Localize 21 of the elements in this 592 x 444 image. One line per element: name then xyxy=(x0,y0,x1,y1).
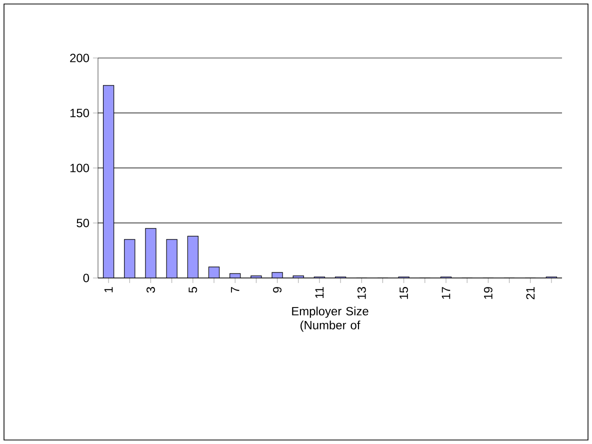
y-tick-label: 150 xyxy=(70,108,90,118)
y-tick-label: 50 xyxy=(76,218,90,228)
x-tick-label: 15 xyxy=(400,287,408,299)
x-axis-title: Employer Size (Number of xyxy=(292,306,368,332)
bar xyxy=(102,85,114,278)
x-tick-label: 19 xyxy=(484,287,492,299)
x-tick-label: 5 xyxy=(188,287,198,293)
bar xyxy=(187,236,198,278)
bar xyxy=(124,239,136,278)
x-tick-label: 11 xyxy=(315,287,324,298)
y-tick-label: 0 xyxy=(83,274,90,282)
x-tick-label: 9 xyxy=(273,287,282,293)
x-tick-label: 21 xyxy=(526,287,535,300)
x-tick-label: 13 xyxy=(357,287,366,299)
x-tick-label: 7 xyxy=(230,287,240,293)
y-tick-label: 200 xyxy=(70,54,90,62)
x-tick-label: 3 xyxy=(146,287,155,293)
x-tick-label: 17 xyxy=(442,287,450,299)
x-tick-label: 1 xyxy=(104,287,113,292)
y-tick-label: 100 xyxy=(70,164,90,172)
bar xyxy=(166,239,178,278)
